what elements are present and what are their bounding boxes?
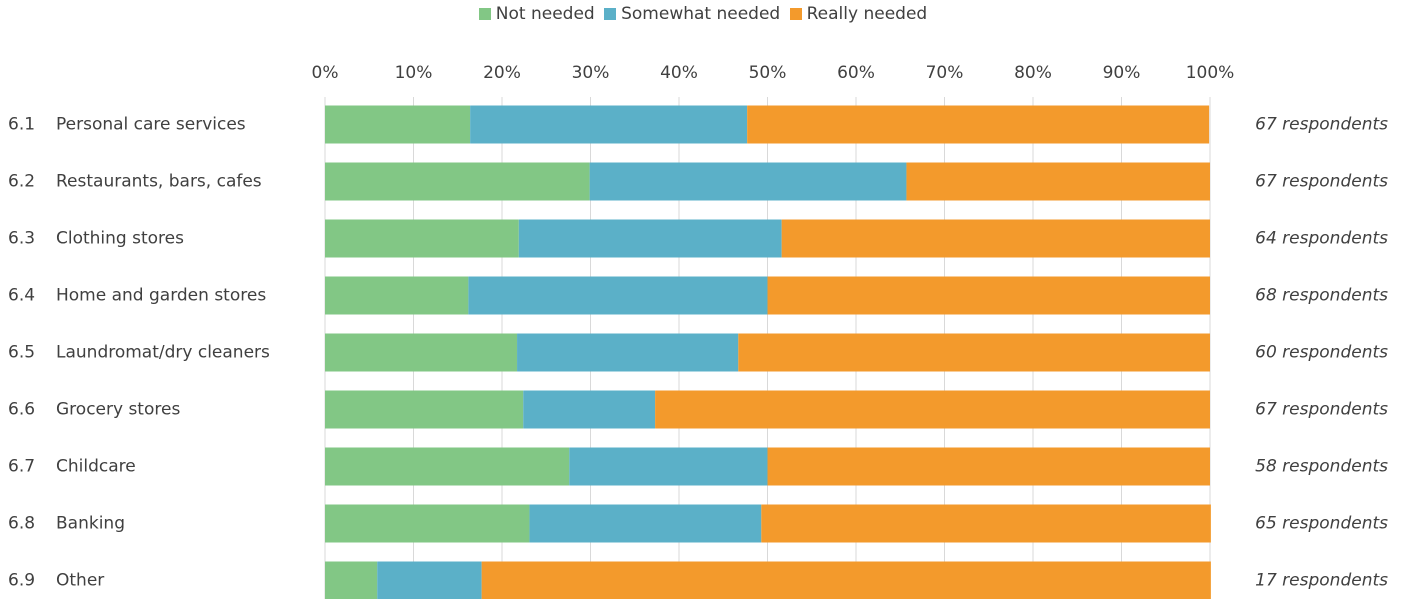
bar-segment [767, 276, 1210, 315]
bar-segment [468, 276, 768, 315]
bar-segment [529, 504, 762, 543]
respondents-annotation: 67 respondents [1255, 172, 1388, 192]
bar-segment [655, 390, 1210, 429]
x-tick-label: 80% [1014, 63, 1052, 83]
category-number: 6.5 [8, 343, 35, 363]
bar-segment [589, 162, 907, 201]
category-number: 6.8 [8, 514, 35, 534]
category-label: Banking [56, 514, 125, 534]
category-label: Personal care services [56, 115, 246, 135]
bar-segment [325, 447, 570, 486]
x-tick-label: 100% [1186, 63, 1235, 83]
category-number: 6.9 [8, 571, 35, 591]
bar-segment [781, 219, 1210, 258]
category-number: 6.2 [8, 172, 35, 192]
bar-segment [761, 504, 1211, 543]
x-tick-label: 70% [926, 63, 964, 83]
category-number: 6.3 [8, 229, 35, 249]
bar-segment [325, 162, 590, 201]
category-label: Childcare [56, 457, 136, 477]
respondents-annotation: 68 respondents [1255, 286, 1388, 306]
x-tick-label: 0% [312, 63, 339, 83]
category-number: 6.6 [8, 400, 35, 420]
respondents-annotation: 17 respondents [1255, 571, 1388, 591]
x-tick-label: 50% [749, 63, 787, 83]
legend-label-not-needed: Not needed [495, 4, 595, 24]
category-label: Restaurants, bars, cafes [56, 172, 262, 192]
category-label: Other [56, 571, 104, 591]
legend-item-somewhat-needed: Somewhat needed [604, 4, 780, 24]
bar-segment [481, 561, 1211, 599]
respondents-annotation: 67 respondents [1255, 115, 1388, 135]
legend-swatch-really-needed [789, 8, 802, 20]
respondents-annotation: 65 respondents [1255, 514, 1388, 534]
category-label: Laundromat/dry cleaners [56, 343, 270, 363]
legend-item-not-needed: Not needed [478, 4, 595, 24]
bar-segment [325, 105, 471, 144]
legend-item-really-needed: Really needed [789, 4, 928, 24]
category-label: Clothing stores [56, 229, 184, 249]
bar-segment [325, 276, 469, 315]
category-label: Home and garden stores [56, 286, 266, 306]
bar-segment [523, 390, 656, 429]
bar-segment [569, 447, 768, 486]
bar-segment [325, 504, 530, 543]
legend-swatch-somewhat-needed [604, 8, 617, 20]
legend-label-really-needed: Really needed [806, 4, 928, 24]
bar-segment [377, 561, 482, 599]
category-number: 6.1 [8, 115, 35, 135]
category-label: Grocery stores [56, 400, 180, 420]
bar-segment [470, 105, 748, 144]
bar-segment [325, 561, 378, 599]
x-tick-label: 40% [660, 63, 698, 83]
bar-segment [517, 333, 739, 372]
legend: Not needed Somewhat needed Really needed [0, 4, 1406, 24]
respondents-annotation: 60 respondents [1255, 343, 1388, 363]
bar-segment [747, 105, 1210, 144]
bar-segment [738, 333, 1210, 372]
respondents-annotation: 64 respondents [1255, 229, 1388, 249]
category-number: 6.4 [8, 286, 35, 306]
x-tick-label: 90% [1103, 63, 1141, 83]
x-tick-label: 10% [395, 63, 433, 83]
bar-segment [767, 447, 1210, 486]
x-tick-label: 20% [483, 63, 521, 83]
x-tick-label: 30% [572, 63, 610, 83]
respondents-annotation: 58 respondents [1255, 457, 1388, 477]
legend-swatch-not-needed [478, 8, 491, 20]
legend-label-somewhat-needed: Somewhat needed [621, 4, 781, 24]
category-number: 6.7 [8, 457, 35, 477]
bar-segment [325, 390, 524, 429]
x-tick-label: 60% [837, 63, 875, 83]
respondents-annotation: 67 respondents [1255, 400, 1388, 420]
bar-segment [906, 162, 1210, 201]
bar-segment [325, 219, 519, 258]
bar-segment [518, 219, 782, 258]
bar-segment [325, 333, 518, 372]
